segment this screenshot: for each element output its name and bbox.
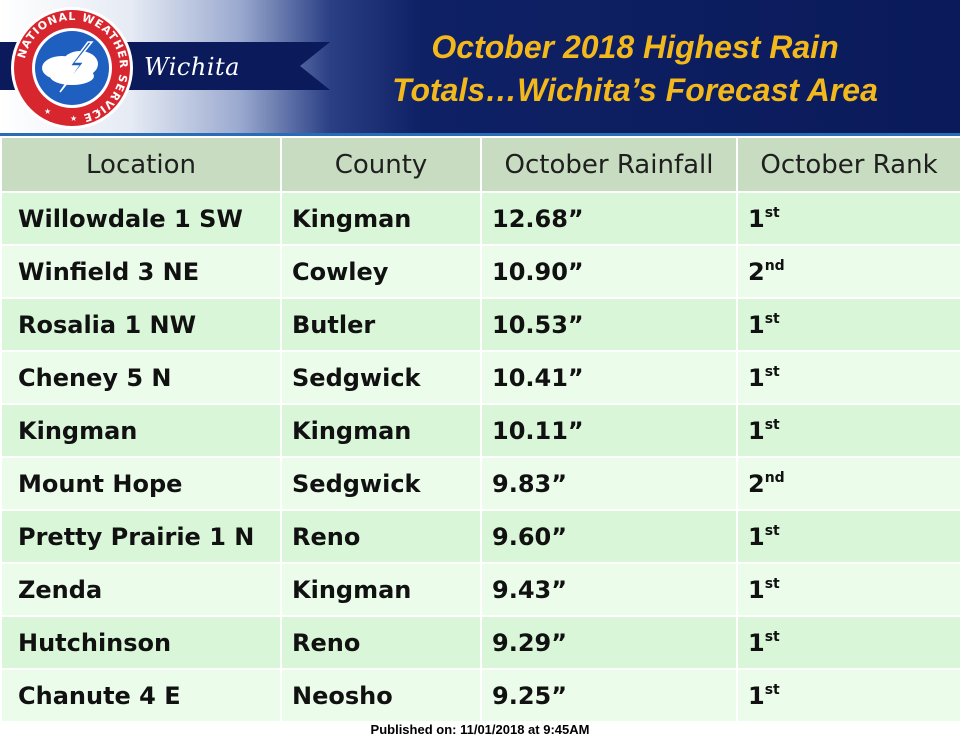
- table-row: Willowdale 1 SW Kingman 12.68” 1st: [0, 191, 960, 246]
- rank-cell: 1st: [736, 297, 960, 352]
- table-row: Cheney 5 N Sedgwick 10.41” 1st: [0, 350, 960, 405]
- rank-suffix: nd: [764, 257, 785, 274]
- rainfall-cell: 9.43”: [480, 562, 738, 617]
- location-cell: Willowdale 1 SW: [0, 191, 282, 246]
- nws-logo-icon: NATIONAL WEATHER SERVICE ★ ★ ★: [11, 7, 133, 129]
- location-cell: Winfield 3 NE: [0, 244, 282, 299]
- published-timestamp: Published on: 11/01/2018 at 9:45AM: [370, 722, 590, 737]
- rank-suffix: st: [764, 575, 780, 592]
- rainfall-cell: 10.41”: [480, 350, 738, 405]
- county-cell: Kingman: [280, 191, 482, 246]
- column-header-rainfall: October Rainfall: [480, 136, 738, 193]
- page-title: October 2018 Highest Rain Totals…Wichita…: [330, 26, 940, 112]
- county-cell: Sedgwick: [280, 456, 482, 511]
- table-row: Chanute 4 E Neosho 9.25” 1st: [0, 668, 960, 723]
- rank-suffix: st: [764, 204, 780, 221]
- location-cell: Mount Hope: [0, 456, 282, 511]
- table-row: Pretty Prairie 1 N Reno 9.60” 1st: [0, 509, 960, 564]
- county-cell: Butler: [280, 297, 482, 352]
- table-row: Rosalia 1 NW Butler 10.53” 1st: [0, 297, 960, 352]
- rank-cell: 1st: [736, 403, 960, 458]
- rainfall-cell: 9.83”: [480, 456, 738, 511]
- header-divider: [0, 133, 960, 136]
- table-row: Mount Hope Sedgwick 9.83” 2nd: [0, 456, 960, 511]
- rank-suffix: st: [764, 681, 780, 698]
- rainfall-cell: 10.11”: [480, 403, 738, 458]
- svg-text:★: ★: [44, 107, 51, 116]
- table-row: Winfield 3 NE Cowley 10.90” 2nd: [0, 244, 960, 299]
- rank-suffix: st: [764, 628, 780, 645]
- table-row: Hutchinson Reno 9.29” 1st: [0, 615, 960, 670]
- rank-number: 1: [748, 681, 765, 710]
- rank-cell: 1st: [736, 668, 960, 723]
- rainfall-cell: 9.29”: [480, 615, 738, 670]
- rank-number: 2: [748, 257, 765, 286]
- rank-number: 1: [748, 363, 765, 392]
- location-cell: Pretty Prairie 1 N: [0, 509, 282, 564]
- location-cell: Chanute 4 E: [0, 668, 282, 723]
- rank-suffix: nd: [764, 469, 785, 486]
- location-cell: Cheney 5 N: [0, 350, 282, 405]
- column-header-rank: October Rank: [736, 136, 960, 193]
- column-header-county: County: [280, 136, 482, 193]
- rank-suffix: st: [764, 522, 780, 539]
- county-cell: Sedgwick: [280, 350, 482, 405]
- header-banner: Wichita NATIONAL WEATHER SERVICE ★ ★ ★ O…: [0, 0, 960, 133]
- location-cell: Kingman: [0, 403, 282, 458]
- county-cell: Kingman: [280, 562, 482, 617]
- rank-number: 1: [748, 310, 765, 339]
- county-cell: Neosho: [280, 668, 482, 723]
- title-line-1: October 2018 Highest Rain: [431, 29, 839, 65]
- rank-cell: 1st: [736, 191, 960, 246]
- location-cell: Zenda: [0, 562, 282, 617]
- rank-cell: 1st: [736, 509, 960, 564]
- rank-suffix: st: [764, 310, 780, 327]
- rank-number: 1: [748, 575, 765, 604]
- rainfall-cell: 9.25”: [480, 668, 738, 723]
- location-cell: Hutchinson: [0, 615, 282, 670]
- rank-number: 1: [748, 628, 765, 657]
- table-row: Zenda Kingman 9.43” 1st: [0, 562, 960, 617]
- county-cell: Reno: [280, 615, 482, 670]
- column-header-location: Location: [0, 136, 282, 193]
- rank-cell: 2nd: [736, 244, 960, 299]
- rank-number: 2: [748, 469, 765, 498]
- rank-suffix: st: [764, 416, 780, 433]
- svg-text:★: ★: [70, 114, 77, 123]
- table-row: Kingman Kingman 10.11” 1st: [0, 403, 960, 458]
- svg-text:★: ★: [94, 107, 101, 116]
- rank-number: 1: [748, 522, 765, 551]
- rainfall-cell: 12.68”: [480, 191, 738, 246]
- rank-number: 1: [748, 204, 765, 233]
- county-cell: Cowley: [280, 244, 482, 299]
- rainfall-cell: 10.53”: [480, 297, 738, 352]
- rank-cell: 1st: [736, 615, 960, 670]
- rank-cell: 1st: [736, 350, 960, 405]
- table-header-row: Location County October Rainfall October…: [0, 136, 960, 193]
- rank-suffix: st: [764, 363, 780, 380]
- county-cell: Reno: [280, 509, 482, 564]
- rank-cell: 1st: [736, 562, 960, 617]
- rainfall-table: Location County October Rainfall October…: [0, 136, 960, 723]
- county-cell: Kingman: [280, 403, 482, 458]
- office-name: Wichita: [144, 53, 240, 81]
- rank-number: 1: [748, 416, 765, 445]
- rainfall-cell: 9.60”: [480, 509, 738, 564]
- title-line-2: Totals…Wichita’s Forecast Area: [392, 72, 878, 108]
- location-cell: Rosalia 1 NW: [0, 297, 282, 352]
- rainfall-cell: 10.90”: [480, 244, 738, 299]
- rank-cell: 2nd: [736, 456, 960, 511]
